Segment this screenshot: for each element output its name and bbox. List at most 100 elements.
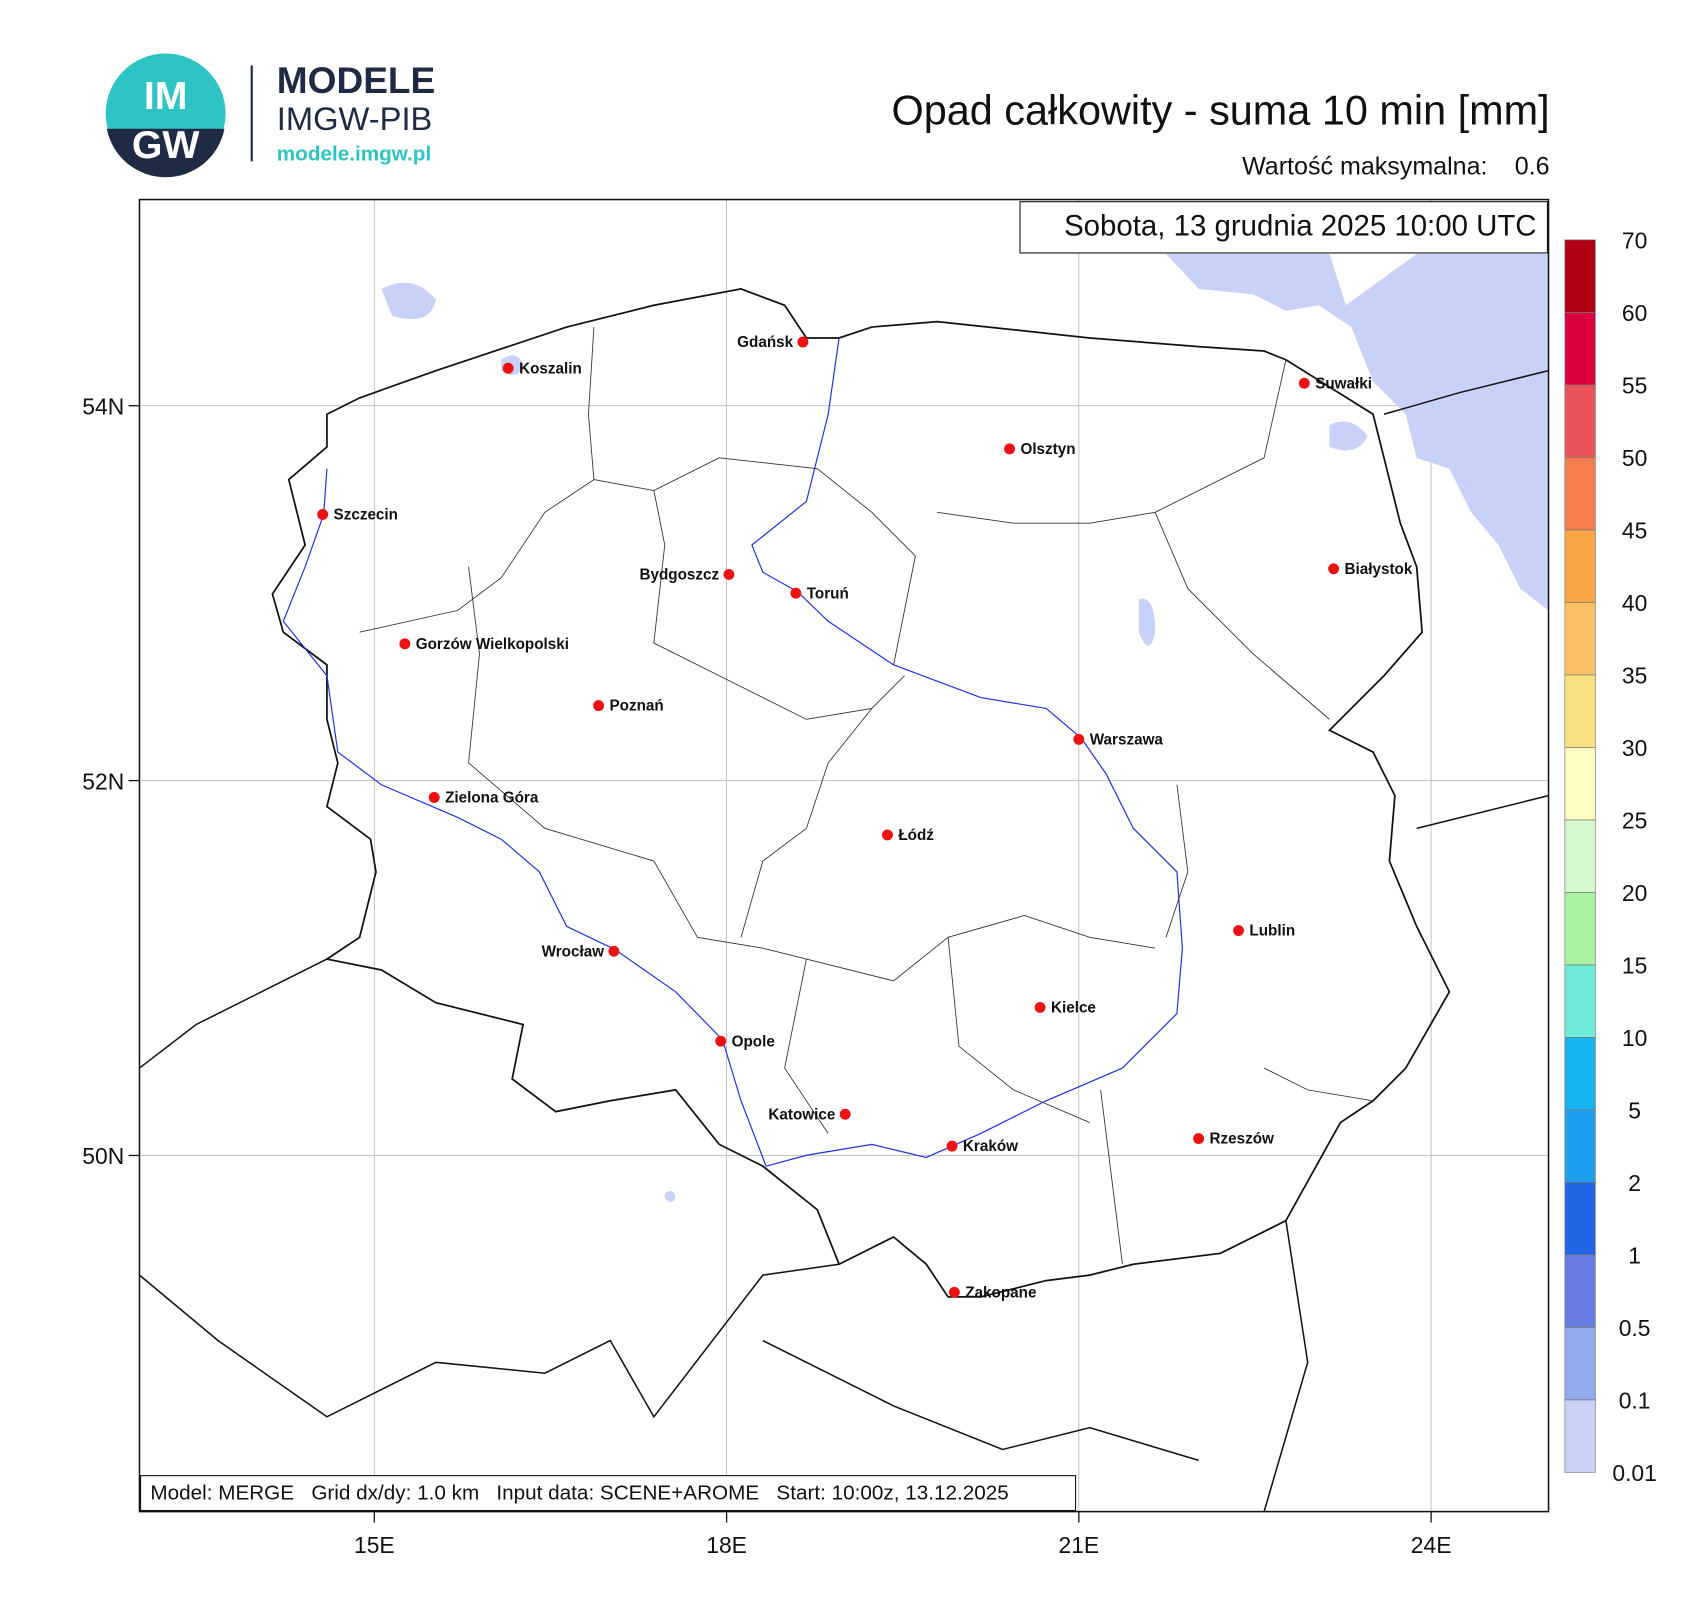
legend-label: 5 <box>1628 1098 1641 1124</box>
city-label: Poznań <box>609 698 663 715</box>
city-marker <box>946 1140 958 1152</box>
city-label: Gorzów Wielkopolski <box>416 636 569 653</box>
city-label: Kielce <box>1051 1000 1096 1017</box>
city-marker <box>1233 925 1244 936</box>
city-label: Katowice <box>768 1106 835 1123</box>
city-marker <box>1193 1133 1205 1145</box>
legend-swatch <box>1564 529 1596 603</box>
cities: Gdańsk Koszalin Suwałki Olsztyn Szczecin Biał… <box>317 334 1413 1301</box>
city-marker <box>715 1035 727 1047</box>
city-label: Szczecin <box>334 507 398 524</box>
legend-swatch <box>1564 1182 1596 1256</box>
grid: 15E 18E 21E 24E 54N 52N 50N <box>82 199 1549 1558</box>
province-border <box>359 327 1374 1265</box>
city-label: Toruń <box>807 585 849 602</box>
city-label: Warszawa <box>1090 731 1164 748</box>
legend-label: 20 <box>1622 880 1647 906</box>
city-marker <box>882 829 893 841</box>
legend-label: 60 <box>1622 300 1647 326</box>
legend-swatch <box>1564 892 1596 966</box>
city-label: Zielona Góra <box>445 790 539 807</box>
city-marker <box>1073 733 1085 745</box>
brand-url: modele.imgw.pl <box>277 142 431 165</box>
legend-swatch <box>1564 602 1596 676</box>
city-marker <box>839 1108 851 1120</box>
legend-swatch <box>1564 1037 1596 1111</box>
footer-box <box>140 1475 1077 1512</box>
city-marker <box>1328 563 1340 575</box>
legend-label: 15 <box>1622 953 1647 979</box>
legend-label: 1 <box>1628 1243 1641 1269</box>
x-tick-label: 18E <box>706 1532 747 1558</box>
legend-label: 50 <box>1622 445 1647 471</box>
legend-swatch <box>1564 312 1596 386</box>
city-marker <box>593 700 605 712</box>
logo: IM GW MODELE IMGW-PIB modele.imgw.pl <box>105 53 435 178</box>
city-marker <box>399 638 411 650</box>
legend-label: 0.1 <box>1619 1388 1651 1414</box>
x-tick-label: 21E <box>1058 1532 1099 1558</box>
city-marker <box>502 362 514 374</box>
city-label: Olsztyn <box>1020 441 1075 458</box>
legend-swatch <box>1564 747 1596 821</box>
y-tick-label: 50N <box>82 1143 124 1169</box>
city-label: Łódź <box>898 827 934 844</box>
neighbour-border <box>139 369 1549 1512</box>
legend-label: 0.5 <box>1619 1315 1651 1341</box>
city-label: Zakopane <box>965 1284 1036 1301</box>
city-label: Białystok <box>1345 561 1413 578</box>
city-label: Bydgoszcz <box>639 567 719 584</box>
city-label: Koszalin <box>519 360 582 377</box>
legend-label: 2 <box>1628 1170 1641 1196</box>
city-label: Lublin <box>1249 923 1295 940</box>
legend-swatch <box>1564 964 1596 1038</box>
city-label: Kraków <box>963 1138 1018 1155</box>
legend-label: 0.01 <box>1612 1460 1657 1486</box>
country-border <box>271 288 1451 1298</box>
city-marker <box>790 587 802 599</box>
city-marker <box>1034 1001 1046 1013</box>
legend-swatch <box>1564 1327 1596 1401</box>
city-marker <box>317 508 329 520</box>
city-label: Rzeszów <box>1210 1131 1275 1148</box>
city-marker <box>1004 443 1016 455</box>
legend-label: 55 <box>1622 373 1647 399</box>
legend-swatch <box>1564 674 1596 748</box>
precip-area <box>381 282 1368 1203</box>
logo-bottom: GW <box>132 123 200 167</box>
title: Opad całkowity - suma 10 min [mm] <box>892 87 1550 133</box>
legend-swatch <box>1564 384 1596 458</box>
river <box>282 337 1183 1167</box>
footer: Model: MERGE Grid dx/dy: 1.0 km Input da… <box>150 1482 1008 1505</box>
legend-swatch <box>1564 1399 1596 1473</box>
city-marker <box>608 945 620 957</box>
date-box <box>1019 201 1548 254</box>
city-label: Gdańsk <box>737 334 793 351</box>
legend-label: 35 <box>1622 663 1647 689</box>
legend-swatch <box>1564 819 1596 893</box>
y-tick-label: 52N <box>82 768 124 794</box>
legend-label: 40 <box>1622 590 1647 616</box>
logo-top: IM <box>144 74 188 118</box>
city-marker <box>723 568 735 580</box>
brand: MODELE <box>277 59 435 101</box>
legend-swatch <box>1564 1109 1596 1183</box>
city-label: Opole <box>732 1033 775 1050</box>
logo-lower <box>106 128 225 178</box>
plot-frame <box>138 198 1550 1513</box>
legend-swatch <box>1564 1254 1596 1328</box>
legend-label: 25 <box>1622 808 1647 834</box>
x-tick-label: 15E <box>354 1532 395 1558</box>
map-geography <box>139 254 1549 1512</box>
y-tick-label: 54N <box>82 393 124 419</box>
city-marker <box>1298 377 1310 389</box>
max-value: 0.6 <box>1515 152 1550 180</box>
max-label: Wartość maksymalna: <box>1242 152 1487 180</box>
legend-label: 30 <box>1622 735 1647 761</box>
legend-swatch <box>1564 239 1596 313</box>
brand-sub: IMGW-PIB <box>277 100 433 137</box>
city-marker <box>428 792 440 803</box>
date: Sobota, 13 grudnia 2025 10:00 UTC <box>1064 210 1536 243</box>
